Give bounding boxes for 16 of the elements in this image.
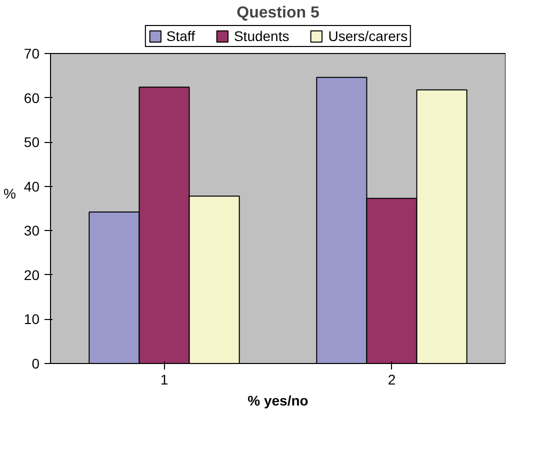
legend-label: Students xyxy=(234,28,290,44)
y-tick-label: 40 xyxy=(24,178,40,194)
chart-title: Question 5 xyxy=(236,4,320,22)
x-tick-label: 1 xyxy=(160,372,168,388)
legend-label: Users/carers xyxy=(328,28,408,44)
y-tick-label: 70 xyxy=(24,46,40,62)
y-tick-label: 50 xyxy=(24,134,40,150)
y-tick-label: 20 xyxy=(24,266,40,283)
y-tick-label: 10 xyxy=(24,311,40,328)
x-axis-title: % yes/no xyxy=(248,392,308,408)
y-tick-label: 0 xyxy=(32,356,40,372)
legend-label: Staff xyxy=(166,28,195,44)
x-tick-label: 2 xyxy=(388,372,396,388)
y-axis-title: % xyxy=(3,186,16,202)
y-tick-label: 60 xyxy=(24,90,40,106)
y-tick-label: 30 xyxy=(24,222,40,239)
